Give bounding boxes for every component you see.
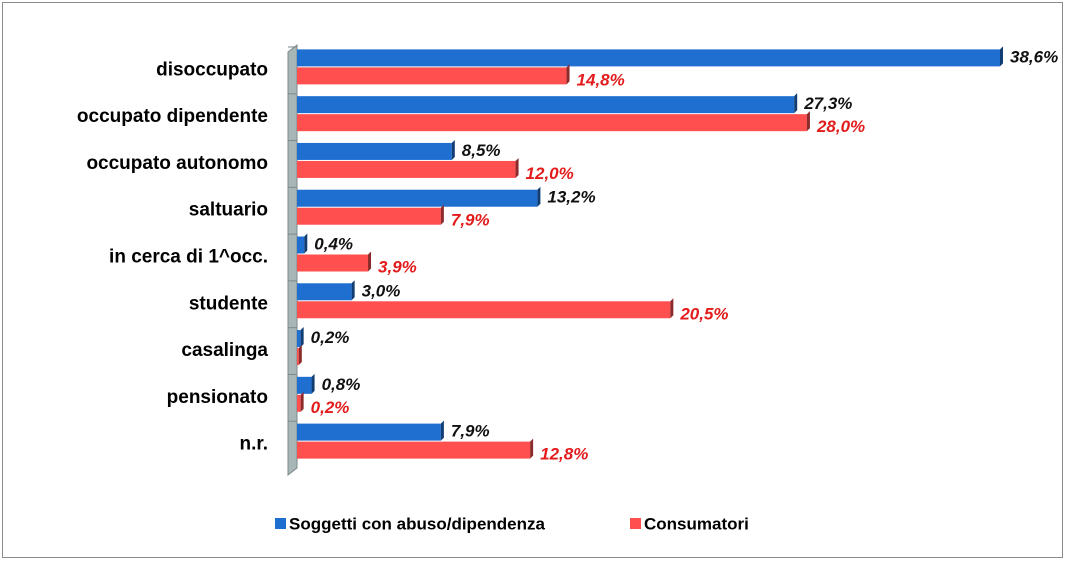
legend-label: Consumatori bbox=[644, 514, 749, 533]
y-tick-label: pensionato bbox=[167, 387, 268, 408]
y-tick-label: studente bbox=[189, 293, 268, 314]
legend-swatch bbox=[630, 518, 641, 529]
bar bbox=[297, 348, 299, 366]
bar-side bbox=[806, 111, 810, 132]
data-label: 3,9% bbox=[378, 257, 417, 276]
bar-side bbox=[794, 93, 798, 114]
bar bbox=[297, 423, 441, 441]
data-label: 20,5% bbox=[679, 304, 728, 323]
bar-side bbox=[300, 327, 304, 348]
data-label: 12,8% bbox=[540, 445, 588, 464]
bar-side bbox=[368, 251, 372, 272]
data-label: 0,8% bbox=[322, 375, 361, 394]
bar-side bbox=[304, 233, 308, 254]
bar bbox=[297, 49, 1000, 67]
bar-side bbox=[1000, 46, 1003, 67]
data-label: 3,0% bbox=[362, 281, 401, 300]
bar bbox=[297, 160, 516, 178]
data-label: 7,9% bbox=[451, 422, 490, 441]
bar-side bbox=[537, 186, 541, 207]
bar-side bbox=[351, 280, 355, 301]
bar-side bbox=[530, 438, 534, 459]
legend-label: Soggetti con abuso/dipendenza bbox=[289, 514, 546, 533]
y-tick-label: saltuario bbox=[189, 200, 268, 221]
data-label: 38,6% bbox=[1010, 47, 1058, 66]
bar bbox=[297, 330, 301, 348]
legend-swatch bbox=[275, 518, 286, 529]
bar-side bbox=[311, 373, 315, 394]
data-label: 27,3% bbox=[803, 94, 852, 113]
y-tick-label: disoccupato bbox=[156, 59, 268, 80]
bar bbox=[297, 301, 671, 319]
bar-side bbox=[515, 157, 519, 178]
bar bbox=[297, 283, 352, 301]
bar bbox=[297, 254, 369, 272]
bar-side bbox=[566, 64, 570, 85]
y-tick-label: casalinga bbox=[181, 340, 268, 361]
data-label: 28,0% bbox=[816, 117, 865, 136]
axis-wall bbox=[287, 43, 298, 477]
bar-side bbox=[440, 420, 444, 441]
bar bbox=[297, 67, 567, 85]
bar bbox=[297, 96, 795, 114]
bar-side bbox=[451, 139, 455, 160]
y-tick-label: occupato dipendente bbox=[77, 106, 268, 127]
bar-side bbox=[298, 345, 302, 366]
data-label: 0,4% bbox=[314, 234, 353, 253]
data-label: 0,2% bbox=[311, 398, 350, 417]
bar bbox=[297, 394, 301, 412]
bar bbox=[297, 376, 312, 394]
data-label: 7,9% bbox=[451, 211, 490, 230]
data-label: 12,0% bbox=[526, 164, 574, 183]
bar bbox=[297, 441, 531, 459]
data-label: 8,5% bbox=[462, 141, 501, 160]
bar bbox=[297, 236, 305, 254]
bar-side bbox=[300, 391, 304, 412]
bar bbox=[297, 114, 807, 132]
y-tick-label: occupato autonomo bbox=[86, 153, 268, 174]
data-label: 13,2% bbox=[547, 188, 595, 207]
bar-side bbox=[440, 204, 444, 225]
bar bbox=[297, 207, 441, 225]
bar-side bbox=[670, 298, 674, 319]
bar bbox=[297, 142, 452, 160]
y-tick-label: n.r. bbox=[239, 434, 268, 455]
data-label: 0,2% bbox=[311, 328, 350, 347]
data-label: 14,8% bbox=[577, 70, 625, 89]
y-tick-label: in cerca di 1^occ. bbox=[109, 247, 268, 268]
bar bbox=[297, 189, 538, 207]
